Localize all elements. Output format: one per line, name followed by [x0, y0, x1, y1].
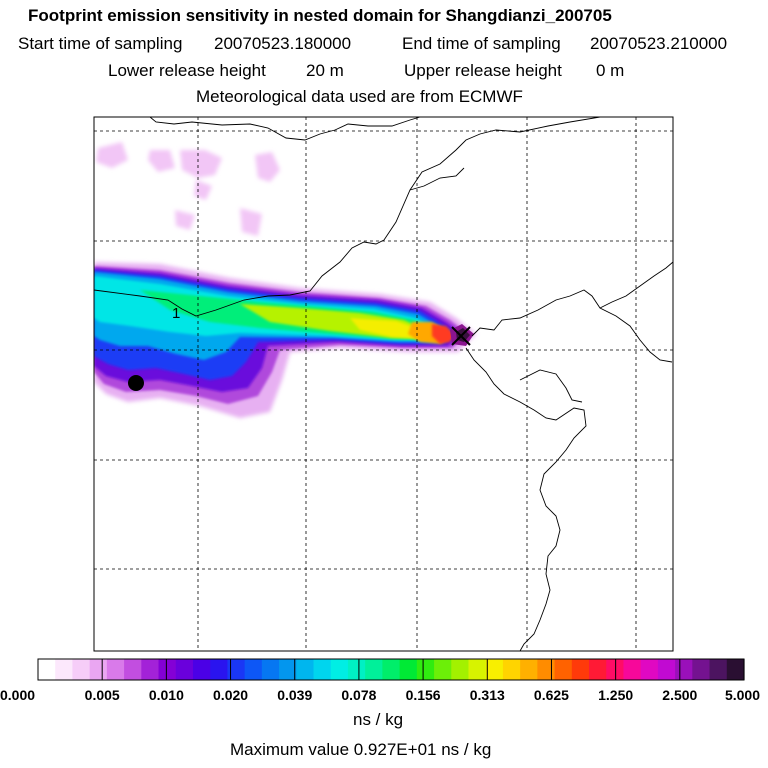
colorbar-cell: [675, 659, 693, 680]
colorbar-tick-label: 0.078: [341, 687, 376, 703]
colorbar-cell: [416, 659, 435, 680]
colorbar-cell: [38, 659, 56, 680]
colorbar-cell: [589, 659, 607, 680]
contour-label: 1: [172, 305, 180, 322]
colorbar: [38, 659, 745, 680]
colorbar-tick-label: 0.625: [534, 687, 569, 703]
end-time-value: 20070523.210000: [590, 34, 728, 53]
colorbar-cell: [451, 659, 470, 680]
colorbar-cell: [330, 659, 349, 680]
colorbar-cell: [124, 659, 142, 680]
colorbar-cell: [365, 659, 383, 680]
lower-release-height-value: 20 m: [306, 61, 344, 80]
northern-border-line: [149, 117, 421, 141]
colorbar-cell: [571, 659, 590, 680]
start-time-label: Start time of sampling: [18, 34, 183, 53]
colorbar-tick-label: 5.000: [725, 687, 760, 703]
colorbar-tick-label: 0.020: [213, 687, 248, 703]
colorbar-tick-label: 0.010: [149, 687, 184, 703]
colorbar-cell: [192, 659, 211, 680]
colorbar-cell: [382, 659, 401, 680]
colorbar-cell: [158, 659, 177, 680]
colorbar-cell: [89, 659, 108, 680]
colorbar-cell: [640, 659, 659, 680]
colorbar-cell: [692, 659, 711, 680]
footprint-plume: [94, 142, 476, 418]
colorbar-cell: [141, 659, 160, 680]
plume-faint-patches: [96, 142, 280, 236]
colorbar-cell: [399, 659, 418, 680]
colorbar-cell: [485, 659, 504, 680]
colorbar-cell: [520, 659, 538, 680]
colorbar-cell: [175, 659, 194, 680]
upper-release-height-value: 0 m: [596, 61, 625, 80]
colorbar-tick-label: 1.250: [598, 687, 633, 703]
colorbar-ticks: [37, 659, 745, 680]
colorbar-cell: [502, 659, 521, 680]
colorbar-tick-label: 0.039: [277, 687, 312, 703]
colorbar-tick-label: 0.005: [85, 687, 120, 703]
colorbar-cell: [726, 659, 745, 680]
colorbar-tick-label: 0.313: [470, 687, 505, 703]
colorbar-cell: [313, 659, 332, 680]
colorbar-cell: [210, 659, 229, 680]
plume-red-core: [432, 324, 454, 344]
eastern-coastline: [599, 261, 673, 309]
colorbar-cell: [106, 659, 125, 680]
colorbar-units: ns / kg: [353, 710, 404, 729]
map-gridlines: [94, 117, 673, 651]
lower-release-height-label: Lower release height: [108, 61, 266, 80]
colorbar-cell: [554, 659, 573, 680]
upper-release-height-label: Upper release height: [404, 61, 562, 80]
colorbar-cell: [261, 659, 280, 680]
colorbar-tick-label: 0.156: [406, 687, 441, 703]
end-time-label: End time of sampling: [402, 34, 561, 53]
chart-title: Footprint emission sensitivity in nested…: [28, 6, 612, 25]
colorbar-cell: [244, 659, 263, 680]
colorbar-tick-label: 2.500: [662, 687, 697, 703]
coastlines: [94, 117, 673, 651]
korea-west-coast: [465, 347, 587, 651]
colorbar-cell: [657, 659, 676, 680]
colorbar-tick-labels: 0.000 0.005 0.010 0.020 0.039 0.078 0.156 0.313…: [0, 687, 760, 703]
colorbar-cell: [72, 659, 91, 680]
bay-coastline: [519, 369, 583, 403]
colorbar-cell: [279, 659, 297, 680]
station-location-marker: [451, 326, 471, 346]
colorbar-cell: [347, 659, 366, 680]
colorbar-tick-label: 0.000: [0, 687, 35, 703]
colorbar-cell: [537, 659, 556, 680]
coastline-inner: [409, 167, 465, 191]
colorbar-cell: [227, 659, 246, 680]
peninsula-coastline: [383, 117, 601, 241]
meteorological-data-note: Meteorological data used are from ECMWF: [196, 87, 523, 106]
start-time-value: 20070523.180000: [214, 34, 352, 53]
colorbar-cell: [468, 659, 487, 680]
colorbar-cell: [623, 659, 642, 680]
map-frame: [93, 116, 674, 652]
colorbar-cell: [434, 659, 452, 680]
colorbar-cell: [296, 659, 315, 680]
maximum-value-text: Maximum value 0.927E+01 ns / kg: [230, 740, 492, 759]
colorbar-cell: [709, 659, 728, 680]
colorbar-cell: [55, 659, 74, 680]
release-point-marker: [128, 375, 144, 391]
mid-border-line: [94, 239, 385, 317]
korea-coastline: [471, 289, 673, 363]
